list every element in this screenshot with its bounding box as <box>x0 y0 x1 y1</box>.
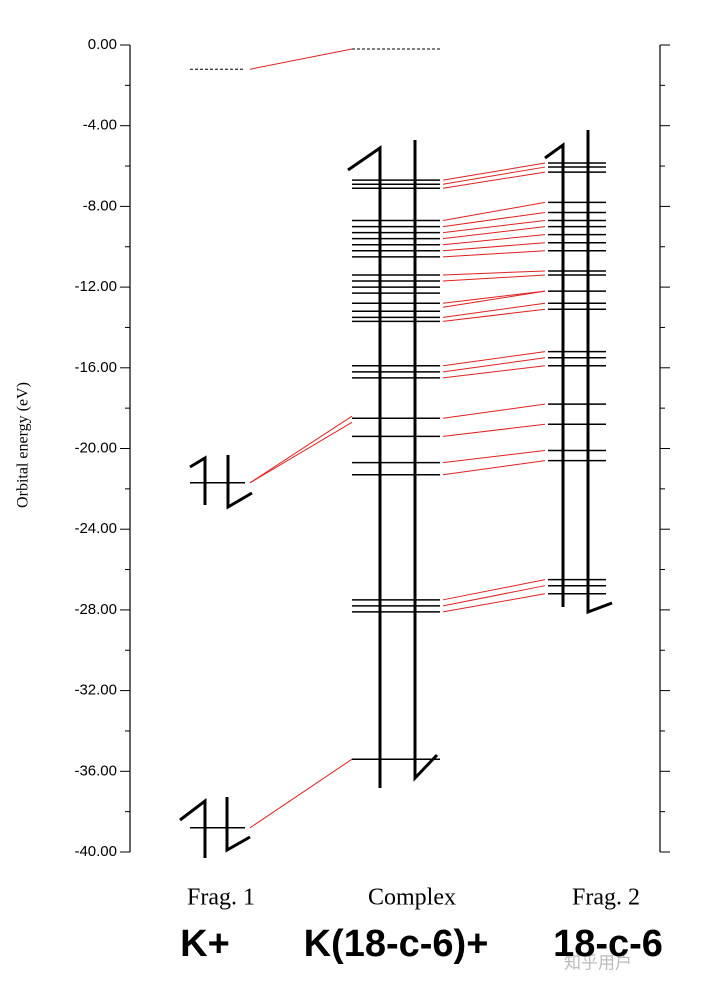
correlation-line <box>442 365 546 379</box>
column-label: Frag. 1 <box>187 885 255 911</box>
correlation-line <box>442 302 546 318</box>
y-tick-label: 0.00 <box>88 36 117 53</box>
y-tick-label: -16.00 <box>74 359 117 376</box>
correlation-line <box>442 162 546 181</box>
correlation-line <box>249 48 353 70</box>
correlation-line <box>442 211 546 228</box>
correlation-line <box>442 450 546 464</box>
correlation-line <box>442 242 546 252</box>
correlation-line <box>249 758 353 829</box>
correlation-line <box>442 220 546 234</box>
y-tick-label: -12.00 <box>74 278 117 295</box>
y-axis-label: Orbital energy (eV) <box>15 382 32 508</box>
correlation-line <box>442 579 546 601</box>
y-tick-label: -8.00 <box>83 197 117 214</box>
column-label: Frag. 2 <box>572 885 640 911</box>
correlation-line <box>442 250 546 258</box>
y-tick-label: -36.00 <box>74 762 117 779</box>
species-label: K+ <box>180 923 230 965</box>
correlation-line <box>442 351 546 367</box>
y-tick-label: -20.00 <box>74 439 117 456</box>
species-label: 18-c-6 <box>553 923 663 965</box>
correlation-line <box>442 290 546 308</box>
y-tick-label: -40.00 <box>74 843 117 860</box>
species-label: K(18-c-6)+ <box>304 923 489 965</box>
correlation-line <box>249 415 353 484</box>
correlation-line <box>442 166 546 185</box>
correlation-line <box>442 274 546 282</box>
y-tick-label: -24.00 <box>74 520 117 537</box>
correlation-line <box>442 171 546 189</box>
correlation-line <box>442 460 546 476</box>
correlation-line <box>442 270 546 276</box>
y-tick-label: -28.00 <box>74 601 117 618</box>
correlation-line <box>442 201 546 222</box>
y-tick-label: -32.00 <box>74 682 117 699</box>
correlation-line <box>442 226 546 240</box>
correlation-line <box>442 308 546 322</box>
column-label: Complex <box>368 885 456 911</box>
correlation-line <box>442 290 546 304</box>
correlation-line <box>442 423 546 437</box>
correlation-line <box>442 585 546 607</box>
y-tick-label: -4.00 <box>83 117 117 134</box>
correlation-line <box>442 234 546 246</box>
watermark: 知乎用户 <box>564 953 632 972</box>
correlation-line <box>442 357 546 373</box>
correlation-line <box>442 593 546 613</box>
correlation-line <box>249 421 353 484</box>
correlation-line <box>442 403 546 419</box>
